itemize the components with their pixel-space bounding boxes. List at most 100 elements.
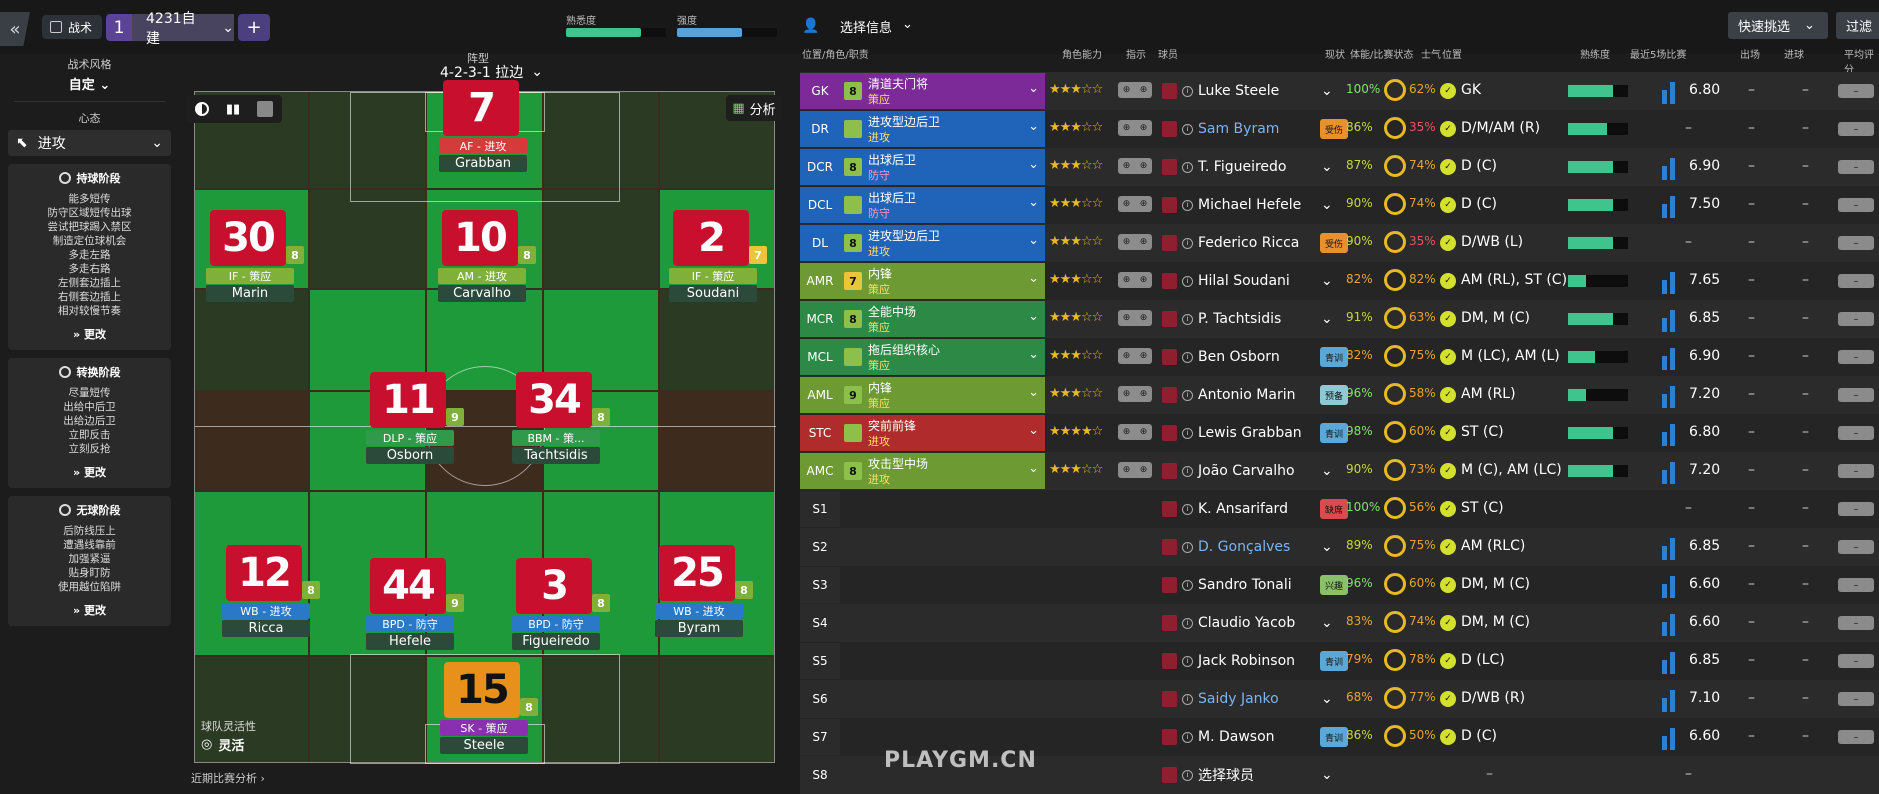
player-instructions-button[interactable]: ⊕ ⊕ [1118,424,1152,440]
info-icon[interactable]: i [1182,731,1193,743]
style-dropdown[interactable]: 自定 ⌄ [68,78,111,93]
role-cell[interactable]: 9 内锋 策应 ⌄ [840,377,1045,413]
info-icon[interactable]: i [1182,541,1193,553]
info-icon[interactable]: i [1182,199,1193,211]
info-icon[interactable]: i [1182,655,1193,667]
player-name[interactable]: Figueiredo [512,633,600,650]
table-row[interactable]: MCR 8 全能中场 策应 ⌄ ★★★☆☆ ⊕ ⊕ i P. Tachtsidis ⌄ 91% 63% ✓… [800,300,1879,338]
role-cell[interactable]: 拖后组织核心 策应 ⌄ [840,339,1045,375]
column-header[interactable]: 熟练度 [1580,50,1610,61]
recent-match-analysis-link[interactable]: 近期比赛分析 › [191,772,265,785]
change-button[interactable]: » 更改 [73,466,106,479]
column-header[interactable]: 位置/角色/职责 [802,50,869,61]
role-cell[interactable]: 8 全能中场 策应 ⌄ [840,301,1045,337]
info-icon[interactable]: i [1182,123,1193,135]
player-name[interactable]: Sam Byram [1198,121,1280,137]
player-cell[interactable]: i Claudio Yacob ⌄ [1162,604,1333,642]
player-name[interactable]: Marin [206,285,294,302]
player-instructions-button[interactable]: ⊕ ⊕ [1118,348,1152,364]
role-dropdown[interactable]: SK - 策应 [440,720,528,736]
player-name[interactable]: Claudio Yacob [1198,615,1296,631]
player-name[interactable]: Ben Osborn [1198,349,1280,365]
player-cell[interactable]: i 选择球员 ⌄ [1162,756,1333,794]
change-button[interactable]: » 更改 [73,604,106,617]
role-dropdown[interactable]: AM - 进攻 [438,268,526,284]
role-dropdown[interactable]: DLP - 策应 [366,430,454,446]
player-cell[interactable]: iK. Ansarifard⌄ [1162,490,1333,528]
familiarity-meter[interactable] [566,28,666,37]
player-cell[interactable]: i Luke Steele ⌄ [1162,72,1333,110]
info-icon[interactable]: i [1182,579,1193,591]
player-name[interactable]: M. Dawson [1198,729,1275,745]
bar-chart-icon[interactable]: ▮▮ [225,101,241,117]
table-row[interactable]: S4 i Claudio Yacob ⌄ 83% 74% ✓ DM, M (C) 6.60 – – – [800,604,1879,642]
analysis-button[interactable]: ▦ 分析 [726,95,782,121]
player-name[interactable]: Federico Ricca [1198,235,1300,251]
table-row[interactable]: AMR 7 内锋 策应 ⌄ ★★★☆☆ ⊕ ⊕ i Hilal Soudani ⌄ 82% 82% ✓ AM… [800,262,1879,300]
info-icon[interactable]: i [1182,237,1193,249]
player-cell[interactable]: i Saidy Janko ⌄ [1162,680,1333,718]
role-cell[interactable]: 进攻型边后卫 进攻 ⌄ [840,111,1045,147]
quick-pick-button[interactable]: 快速挑选 ⌄ [1728,12,1828,39]
player-name[interactable]: 选择球员 [1198,768,1254,784]
player-name[interactable]: Jack Robinson [1198,653,1296,669]
role-dropdown[interactable]: BPD - 防守 [512,616,600,632]
player-name[interactable]: Steele [440,737,528,754]
team-flexibility-value[interactable]: ◎ 灵活 [201,735,244,754]
player-cell[interactable]: i P. Tachtsidis ⌄ [1162,300,1333,338]
role-cell[interactable]: 7 内锋 策应 ⌄ [840,263,1045,299]
player-name[interactable]: Hefele [366,633,454,650]
info-icon[interactable]: i [1182,85,1193,97]
info-icon[interactable]: i [1182,465,1193,477]
role-dropdown[interactable]: BBM - 策... [512,430,600,446]
player-cell[interactable]: i Michael Hefele ⌄ [1162,186,1333,224]
player-cell[interactable]: i João Carvalho ⌄ [1162,452,1333,490]
column-header[interactable]: 进球 [1784,50,1804,61]
role-dropdown[interactable]: BPD - 防守 [366,616,454,632]
role-cell[interactable]: 8 攻击型中场 进攻 ⌄ [840,453,1045,489]
filter-button[interactable]: 过滤 [1836,12,1879,39]
formation-dropdown[interactable]: 4-2-3-1 拉边 ⌄ [440,62,543,82]
player-instructions-button[interactable]: ⊕ ⊕ [1118,272,1152,288]
player-instructions-button[interactable]: ⊕ ⊕ [1118,120,1152,136]
player-name[interactable]: Luke Steele [1198,83,1280,99]
table-row[interactable]: S6 i Saidy Janko ⌄ 68% 77% ✓ D/WB (R) 7.10 – – – [800,680,1879,718]
player-name[interactable]: Osborn [366,447,454,464]
info-icon[interactable]: i [1182,161,1193,173]
column-header[interactable]: 角色能力 [1062,50,1102,61]
player-instructions-button[interactable]: ⊕ ⊕ [1118,158,1152,174]
player-cell[interactable]: iM. Dawson⌄ [1162,718,1333,756]
player-instructions-button[interactable]: ⊕ ⊕ [1118,234,1152,250]
role-cell[interactable]: 8 进攻型边后卫 进攻 ⌄ [840,225,1045,261]
info-icon[interactable]: i [1182,427,1193,439]
role-dropdown[interactable]: AF - 进攻 [439,138,527,154]
player-instructions-button[interactable]: ⊕ ⊕ [1118,386,1152,402]
table-row[interactable]: DCR 8 出球后卫 防守 ⌄ ★★★☆☆ ⊕ ⊕ i T. Figueiredo ⌄ 87% 74% ✓… [800,148,1879,186]
player-cell[interactable]: i Hilal Soudani ⌄ [1162,262,1333,300]
role-dropdown[interactable]: WB - 进攻 [655,603,743,619]
column-header[interactable]: 现状 [1325,50,1345,61]
player-name[interactable]: Ricca [222,620,310,637]
select-info-dropdown[interactable]: 选择信息 ⌄ [840,17,913,36]
role-dropdown[interactable]: WB - 进攻 [222,603,310,619]
info-icon[interactable]: i [1182,275,1193,287]
column-header[interactable]: 最近5场比赛 [1630,50,1687,61]
info-icon[interactable]: i [1182,617,1193,629]
tactic-name-dropdown[interactable]: 4231自建 ⌄ [132,11,234,47]
mentality-dropdown[interactable]: ⬉ 进攻 ⌄ [8,130,171,156]
player-name[interactable]: K. Ansarifard [1198,501,1288,517]
info-toggle-icon[interactable] [257,101,274,117]
